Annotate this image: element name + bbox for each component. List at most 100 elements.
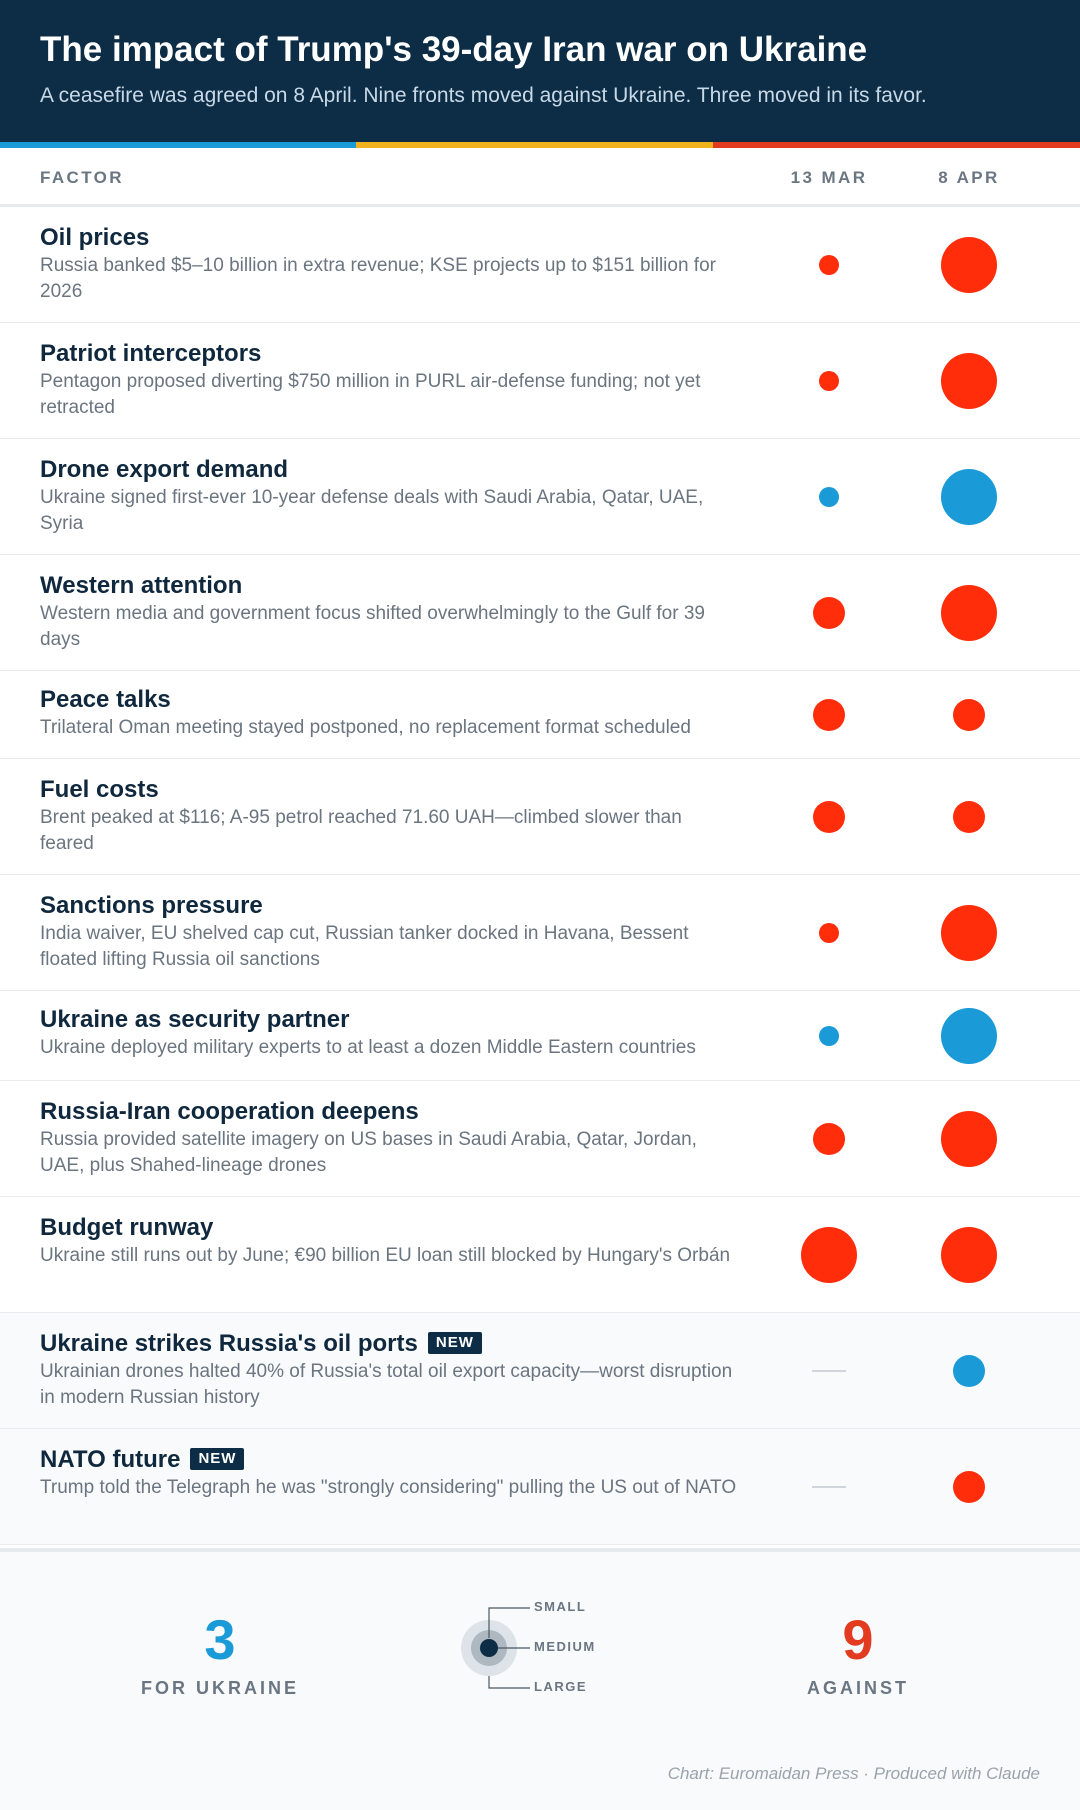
column-header-factor: FACTOR <box>40 168 124 187</box>
factor-heading: Ukraine as security partner <box>40 1005 740 1035</box>
new-badge: NEW <box>190 1448 245 1470</box>
page-subtitle: A ceasefire was agreed on 8 April. Nine … <box>40 84 927 107</box>
factor-name: Patriot interceptors <box>40 340 262 367</box>
against-label: AGAINST <box>807 1678 909 1698</box>
factor-heading: Russia-Iran cooperation deepens <box>40 1097 740 1127</box>
impact-dot-13-mar <box>819 923 839 943</box>
no-data-dash-13-mar <box>812 1486 846 1488</box>
factor-cell: Western attention Western media and gover… <box>40 571 740 653</box>
table-row: Western attention Western media and gover… <box>0 555 1080 671</box>
impact-dot-8-apr <box>941 469 997 525</box>
factor-cell: Ukraine strikes Russia's oil ports NEW Ukr… <box>40 1329 740 1411</box>
table-row: Ukraine as security partner Ukraine deplo… <box>0 991 1080 1081</box>
factor-heading: Peace talks <box>40 685 740 715</box>
factor-description: Trilateral Oman meeting stayed postponed… <box>40 717 691 738</box>
table-row: Peace talks Trilateral Oman meeting staye… <box>0 671 1080 759</box>
factor-name: NATO future <box>40 1446 181 1473</box>
impact-dot-13-mar <box>801 1227 857 1283</box>
for-ukraine-count: 3 <box>204 1608 236 1671</box>
impact-dot-13-mar <box>819 1026 839 1046</box>
new-badge: NEW <box>427 1332 482 1354</box>
factor-cell: Budget runway Ukraine still runs out by J… <box>40 1213 740 1269</box>
factor-cell: Drone export demand Ukraine signed first-… <box>40 455 740 537</box>
legend-large-label: LARGE <box>534 1679 587 1694</box>
factor-heading: Drone export demand <box>40 455 740 485</box>
no-data-dash-13-mar <box>812 1370 846 1372</box>
impact-dot-8-apr <box>941 1227 997 1283</box>
factor-description: Ukraine signed first-ever 10-year defens… <box>40 487 704 534</box>
factor-description: Russia banked $5–10 billion in extra rev… <box>40 255 716 302</box>
factor-cell: Ukraine as security partner Ukraine deplo… <box>40 1005 740 1061</box>
impact-dot-8-apr <box>941 1008 997 1064</box>
factor-heading: Patriot interceptors <box>40 339 740 369</box>
impact-dot-8-apr <box>953 699 985 731</box>
impact-dot-13-mar <box>813 801 845 833</box>
impact-dot-8-apr <box>941 353 997 409</box>
factor-description: Russia provided satellite imagery on US … <box>40 1129 697 1176</box>
legend-medium-label: MEDIUM <box>534 1639 596 1654</box>
impact-dot-13-mar <box>813 597 845 629</box>
factor-heading: Oil prices <box>40 223 740 253</box>
column-header-8-apr-label: 8 APR <box>938 168 1000 187</box>
table-row: NATO future NEW Trump told the Telegraph h… <box>0 1429 1080 1545</box>
impact-dot-13-mar <box>813 1123 845 1155</box>
for-ukraine-label: FOR UKRAINE <box>141 1678 299 1698</box>
factor-name: Fuel costs <box>40 776 159 803</box>
summary-footer: 3 FOR UKRAINE SMALL MEDIUM LARGE 9 AGAIN… <box>0 1548 1080 1810</box>
impact-dot-8-apr <box>941 237 997 293</box>
table-row: Drone export demand Ukraine signed first-… <box>0 439 1080 555</box>
impact-dot-8-apr <box>953 801 985 833</box>
legend-large-leader <box>488 1676 530 1689</box>
page-title: The impact of Trump's 39-day Iran war on… <box>40 30 868 69</box>
factor-heading: Ukraine strikes Russia's oil ports NEW <box>40 1329 740 1359</box>
size-legend: SMALL MEDIUM LARGE <box>0 1552 1080 1752</box>
factor-description: Ukrainian drones halted 40% of Russia's … <box>40 1361 733 1408</box>
factor-table: Oil prices Russia banked $5–10 billion in… <box>0 207 1080 1545</box>
legend-small-leader <box>488 1607 530 1638</box>
factor-name: Budget runway <box>40 1214 214 1241</box>
stripe-yellow <box>356 142 713 148</box>
table-row: Patriot interceptors Pentagon proposed di… <box>0 323 1080 439</box>
chart-credit: Chart: Euromaidan Press · Produced with … <box>667 1764 1040 1783</box>
factor-name: Oil prices <box>40 224 150 251</box>
header: The impact of Trump's 39-day Iran war on… <box>0 0 1080 142</box>
factor-name: Sanctions pressure <box>40 892 263 919</box>
factor-heading: Fuel costs <box>40 775 740 805</box>
stripe-blue <box>0 142 356 148</box>
against-stat: 9 AGAINST <box>728 1610 988 1699</box>
factor-cell: Fuel costs Brent peaked at $116; A-95 pet… <box>40 775 740 857</box>
factor-heading: NATO future NEW <box>40 1445 740 1475</box>
legend-small-label: SMALL <box>534 1599 587 1614</box>
table-row: Russia-Iran cooperation deepens Russia pr… <box>0 1081 1080 1197</box>
impact-dot-8-apr <box>941 585 997 641</box>
factor-description: Ukraine deployed military experts to at … <box>40 1037 696 1058</box>
header-divider <box>0 204 1080 207</box>
factor-description: Ukraine still runs out by June; €90 bill… <box>40 1245 731 1266</box>
table-row: Fuel costs Brent peaked at $116; A-95 pet… <box>0 759 1080 875</box>
impact-dot-13-mar <box>813 699 845 731</box>
factor-name: Ukraine strikes Russia's oil ports <box>40 1330 418 1357</box>
factor-name: Drone export demand <box>40 456 289 483</box>
factor-name: Ukraine as security partner <box>40 1006 350 1033</box>
for-ukraine-stat: 3 FOR UKRAINE <box>90 1610 350 1699</box>
impact-dot-8-apr <box>941 1111 997 1167</box>
factor-cell: Sanctions pressure India waiver, EU shelv… <box>40 891 740 973</box>
factor-heading: Budget runway <box>40 1213 740 1243</box>
impact-dot-13-mar <box>819 255 839 275</box>
factor-description: Western media and government focus shift… <box>40 603 705 650</box>
table-row: Ukraine strikes Russia's oil ports NEW Ukr… <box>0 1313 1080 1429</box>
factor-heading: Western attention <box>40 571 740 601</box>
factor-cell: NATO future NEW Trump told the Telegraph h… <box>40 1445 740 1501</box>
factor-name: Russia-Iran cooperation deepens <box>40 1098 419 1125</box>
factor-cell: Russia-Iran cooperation deepens Russia pr… <box>40 1097 740 1179</box>
factor-name: Peace talks <box>40 686 171 713</box>
factor-description: Trump told the Telegraph he was "strongl… <box>40 1477 737 1498</box>
impact-dot-8-apr <box>941 905 997 961</box>
against-count: 9 <box>842 1608 874 1671</box>
size-legend-graphic <box>461 1607 530 1689</box>
table-row: Sanctions pressure India waiver, EU shelv… <box>0 875 1080 991</box>
stripe-red <box>713 142 1080 148</box>
factor-cell: Patriot interceptors Pentagon proposed di… <box>40 339 740 421</box>
impact-dot-13-mar <box>819 371 839 391</box>
column-header-13-mar-label: 13 MAR <box>790 168 868 187</box>
